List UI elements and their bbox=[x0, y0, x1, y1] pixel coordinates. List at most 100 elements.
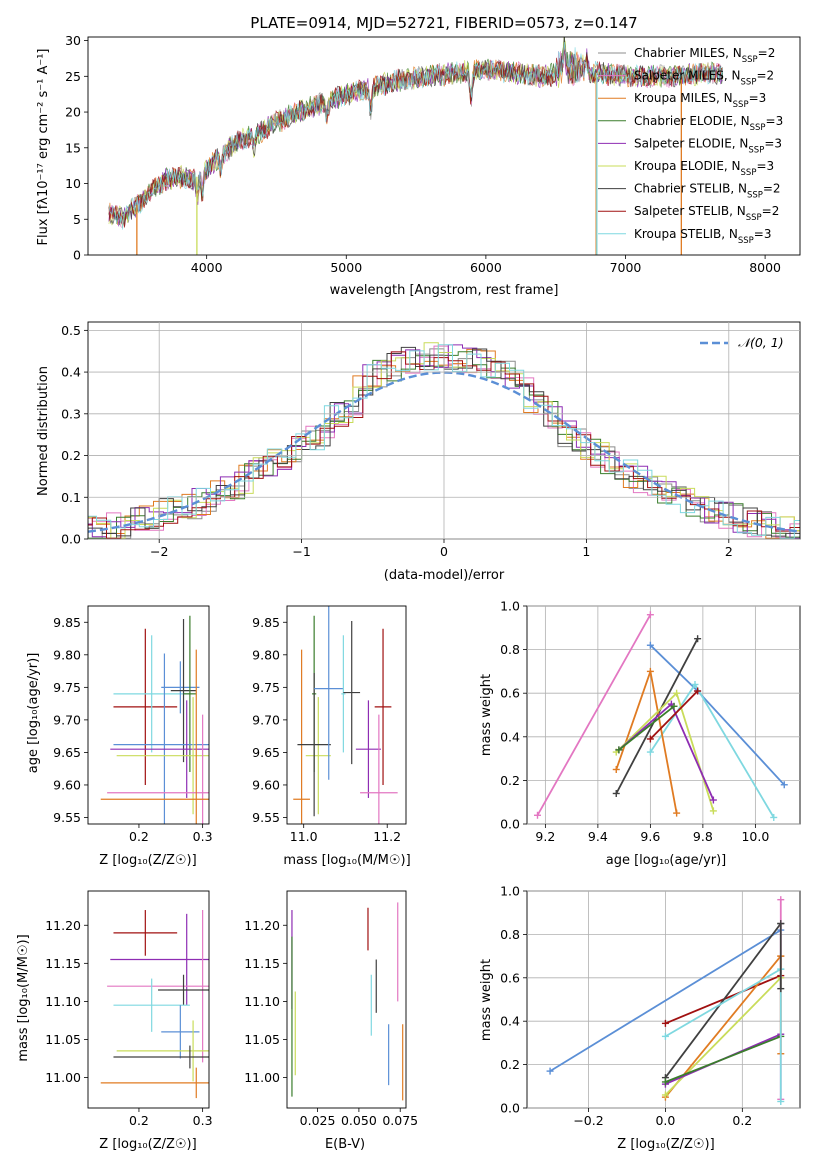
spectrum-xlabel: wavelength [Angstrom, rest frame] bbox=[330, 283, 559, 298]
x-tick-label: 0.2 bbox=[129, 829, 149, 844]
y-tick-label: 0.8 bbox=[500, 642, 520, 657]
weight-z-ylabel: mass weight bbox=[479, 959, 494, 1041]
y-tick-label: 11.15 bbox=[45, 956, 81, 971]
y-tick-label: 0.0 bbox=[61, 532, 81, 547]
x-tick-label: 0.3 bbox=[193, 829, 213, 844]
x-tick-label: 1 bbox=[582, 544, 590, 559]
legend-label: Kroupa ELODIE, NSSP=3 bbox=[634, 159, 774, 178]
x-tick-label: 0.2 bbox=[732, 1113, 752, 1128]
y-tick-label: 11.05 bbox=[45, 1032, 81, 1047]
weight-vs-z-panel: Z [log₁₀(Z/Z☉)] mass weight −0.2 0.0 0.2 0.… bbox=[479, 884, 801, 1152]
weight-age-xlabel: age [log₁₀(age/yr)] bbox=[606, 853, 727, 868]
plot-area bbox=[291, 902, 404, 1101]
y-tick-label: 0.0 bbox=[500, 817, 520, 832]
plot-area bbox=[100, 615, 209, 824]
spectrum-line bbox=[108, 37, 724, 227]
y-tick-label: 0.5 bbox=[61, 323, 81, 338]
x-tick-label: −0.2 bbox=[573, 1113, 603, 1128]
plot-area bbox=[100, 910, 209, 1099]
plot-area bbox=[108, 37, 724, 255]
spectrum-panel: PLATE=0914, MJD=52721, FIBERID=0573, z=0… bbox=[36, 14, 801, 298]
y-tick-label: 11.20 bbox=[244, 918, 280, 933]
y-tick-label: 11.10 bbox=[244, 994, 280, 1009]
spectrum-ylabel: Flux [fλ10⁻¹⁷ erg cm⁻² s⁻¹ A⁻¹] bbox=[36, 49, 51, 246]
y-tick-label: 0.6 bbox=[500, 970, 520, 985]
spectrum-line bbox=[108, 41, 724, 230]
spectrum-line bbox=[108, 47, 724, 228]
weight-age-ylabel: mass weight bbox=[479, 674, 494, 756]
residuals-panel: (data-model)/error Normed distribution −… bbox=[36, 321, 801, 583]
y-tick-label: 9.85 bbox=[53, 615, 81, 630]
y-tick-label: 9.55 bbox=[53, 810, 81, 825]
y-tick-label: 0.1 bbox=[61, 490, 81, 505]
weight-line bbox=[649, 690, 699, 740]
y-tick-label: 9.65 bbox=[252, 745, 280, 760]
spectrum-line bbox=[108, 41, 723, 227]
age-vs-z-panel: Z [log₁₀(Z/Z☉)] age [log₁₀(age/yr)] 0.2 0… bbox=[26, 605, 213, 868]
y-tick-label: 30 bbox=[65, 33, 81, 48]
x-tick-label: 0.075 bbox=[382, 1113, 418, 1128]
y-tick-label: 0.4 bbox=[500, 1014, 520, 1029]
y-tick-label: 9.60 bbox=[53, 777, 81, 792]
weight-line bbox=[618, 705, 675, 751]
mass-vs-z-panel: Z [log₁₀(Z/Z☉)] mass [log₁₀(M/M☉)] 0.2 0.… bbox=[16, 890, 213, 1152]
y-tick-label: 11.20 bbox=[45, 918, 81, 933]
x-tick-label: 8000 bbox=[749, 260, 781, 275]
weight-z-xlabel: Z [log₁₀(Z/Z☉)] bbox=[617, 1137, 714, 1152]
x-tick-label: 0.2 bbox=[129, 1113, 149, 1128]
weight-line bbox=[664, 922, 782, 1079]
legend-label: Salpeter ELODIE, NSSP=3 bbox=[634, 136, 782, 155]
y-tick-label: 11.00 bbox=[45, 1070, 81, 1085]
age-z-xlabel: Z [log₁₀(Z/Z☉)] bbox=[99, 853, 196, 868]
y-tick-label: 9.75 bbox=[252, 680, 280, 695]
y-tick-label: 0.4 bbox=[500, 729, 520, 744]
plot-area bbox=[293, 606, 398, 824]
x-tick-label: 11.2 bbox=[373, 829, 401, 844]
y-tick-label: 1.0 bbox=[500, 884, 520, 899]
legend-label: Chabrier ELODIE, NSSP=3 bbox=[634, 114, 783, 133]
y-tick-label: 15 bbox=[65, 140, 81, 155]
y-tick-label: 9.70 bbox=[53, 712, 81, 727]
x-tick-label: 0.3 bbox=[193, 1113, 213, 1128]
residual-histogram bbox=[88, 344, 800, 539]
y-tick-label: 9.75 bbox=[53, 680, 81, 695]
x-tick-label: 11.0 bbox=[290, 829, 318, 844]
spectrum-line bbox=[108, 37, 724, 228]
y-tick-label: 11.15 bbox=[244, 956, 280, 971]
y-tick-label: 20 bbox=[65, 105, 81, 120]
plot-frame bbox=[87, 605, 210, 825]
y-tick-label: 10 bbox=[65, 176, 81, 191]
y-tick-label: 9.80 bbox=[53, 647, 81, 662]
legend-label: Chabrier STELIB, NSSP=2 bbox=[634, 182, 781, 201]
y-tick-label: 11.05 bbox=[244, 1032, 280, 1047]
plot-frame bbox=[286, 605, 407, 825]
residuals-xlabel: (data-model)/error bbox=[384, 568, 505, 583]
x-tick-label: 2 bbox=[725, 544, 733, 559]
age-mass-xlabel: mass [log₁₀(M/M☉)] bbox=[283, 853, 410, 868]
weight-line bbox=[649, 644, 785, 786]
mass-z-xlabel: Z [log₁₀(Z/Z☉)] bbox=[99, 1137, 196, 1152]
x-tick-label: 7000 bbox=[610, 260, 642, 275]
y-tick-label: 0.2 bbox=[61, 448, 81, 463]
x-tick-label: 4000 bbox=[191, 260, 223, 275]
x-tick-label: −2 bbox=[150, 544, 168, 559]
legend-label: Kroupa STELIB, NSSP=3 bbox=[634, 227, 772, 246]
gaussian-curve bbox=[88, 371, 798, 533]
y-tick-label: 0.2 bbox=[500, 773, 520, 788]
x-tick-label: 9.8 bbox=[693, 829, 713, 844]
x-tick-label: 5000 bbox=[330, 260, 362, 275]
plot-frame bbox=[87, 890, 210, 1109]
y-tick-label: 11.00 bbox=[244, 1070, 280, 1085]
y-tick-label: 25 bbox=[65, 69, 81, 84]
y-tick-label: 9.85 bbox=[252, 615, 280, 630]
weight-line bbox=[549, 929, 782, 1072]
x-tick-label: 0 bbox=[440, 544, 448, 559]
weight-line bbox=[665, 1035, 782, 1083]
legend-label: 𝒩(0, 1) bbox=[738, 335, 784, 350]
x-tick-label: 6000 bbox=[470, 260, 502, 275]
age-z-ylabel: age [log₁₀(age/yr)] bbox=[26, 653, 41, 774]
x-tick-label: −1 bbox=[292, 544, 310, 559]
y-tick-label: 9.80 bbox=[252, 647, 280, 662]
weight-line bbox=[664, 968, 782, 1038]
x-tick-label: 9.4 bbox=[588, 829, 608, 844]
